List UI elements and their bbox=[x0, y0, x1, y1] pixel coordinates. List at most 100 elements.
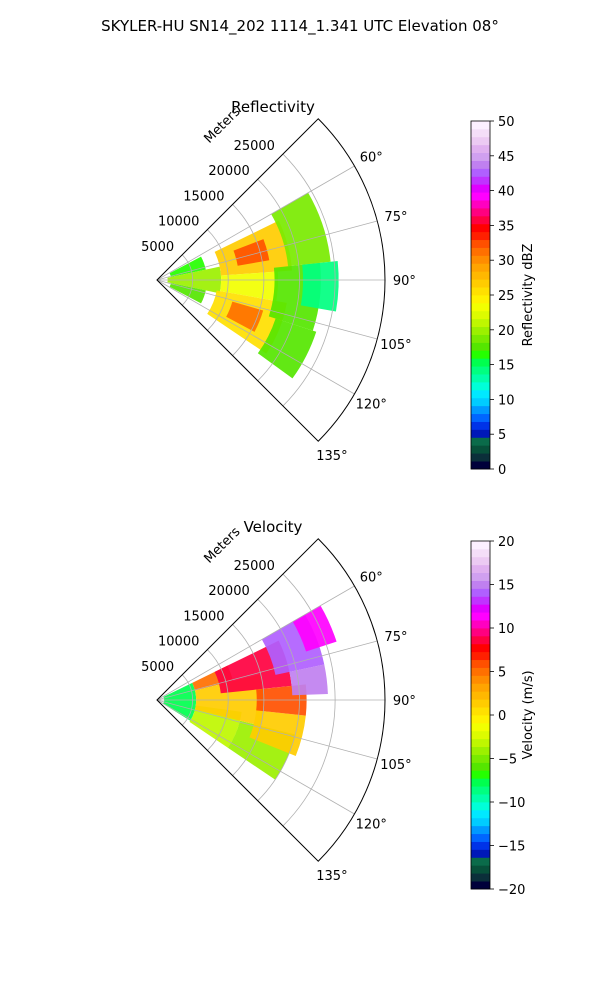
angle-tick-label-4: 120° bbox=[356, 818, 387, 833]
colorbar-segment-7 bbox=[471, 825, 490, 835]
data-sector-2 bbox=[169, 282, 206, 304]
angle-gridline-0 bbox=[156, 585, 355, 701]
colorbar-segment-21 bbox=[471, 295, 490, 304]
angle-tick-label-5: 135° bbox=[316, 449, 347, 464]
colorbar-segment-33 bbox=[471, 620, 490, 629]
colorbar-segment-5 bbox=[471, 421, 490, 430]
colorbar-segment-31 bbox=[471, 635, 490, 645]
colorbar-segment-11 bbox=[471, 794, 490, 803]
colorbar-segment-29 bbox=[471, 231, 490, 241]
colorbar-tick-label-0: −20 bbox=[498, 883, 525, 898]
colorbar-segment-40 bbox=[471, 564, 490, 574]
colorbar-tick-label-0: 0 bbox=[498, 463, 506, 478]
colorbar-segment-8 bbox=[471, 397, 490, 407]
colorbar-segment-38 bbox=[471, 580, 490, 589]
colorbar-tick-label-7: 35 bbox=[498, 219, 515, 234]
colorbar-segment-1 bbox=[471, 453, 490, 462]
colorbar-segment-32 bbox=[471, 208, 490, 217]
colorbar-segment-30 bbox=[471, 223, 490, 233]
colorbar-tick-label-5: 25 bbox=[498, 289, 515, 304]
colorbar-segment-4 bbox=[471, 849, 490, 858]
angle-tick-label-3: 105° bbox=[380, 758, 411, 773]
colorbar-segment-17 bbox=[471, 746, 490, 755]
colorbar-tick-label-2: 10 bbox=[498, 393, 515, 408]
colorbar-segment-37 bbox=[471, 168, 490, 177]
colorbar-segment-14 bbox=[471, 770, 490, 779]
colorbar-segment-6 bbox=[471, 833, 490, 842]
colorbar-segment-5 bbox=[471, 841, 490, 850]
colorbar-tick-label-8: 40 bbox=[498, 185, 515, 200]
data-layer bbox=[163, 605, 337, 780]
radial-tick-label-3: 20000 bbox=[208, 584, 249, 599]
colorbar-tick-label-10: 50 bbox=[498, 115, 515, 130]
colorbar-segment-22 bbox=[471, 287, 490, 296]
colorbar-segment-39 bbox=[471, 152, 490, 161]
radial-tick-label-0: 5000 bbox=[141, 240, 174, 255]
colorbar-segment-6 bbox=[471, 413, 490, 422]
colorbar-segment-26 bbox=[471, 675, 490, 684]
colorbar-segment-29 bbox=[471, 651, 490, 661]
colorbar-segment-8 bbox=[471, 817, 490, 827]
colorbar-segment-24 bbox=[471, 691, 490, 700]
colorbar-segment-11 bbox=[471, 374, 490, 383]
colorbar-segment-43 bbox=[471, 121, 490, 130]
colorbar-segment-18 bbox=[471, 738, 490, 748]
colorbar-segment-23 bbox=[471, 699, 490, 708]
colorbar-segment-40 bbox=[471, 144, 490, 154]
colorbar-segment-25 bbox=[471, 263, 490, 272]
colorbar-segment-36 bbox=[471, 176, 490, 185]
colorbar-tick-label-5: 5 bbox=[498, 666, 506, 681]
colorbar-tick-label-8: 20 bbox=[498, 535, 515, 550]
radial-tick-label-0: 5000 bbox=[141, 660, 174, 675]
data-sector-0 bbox=[169, 256, 206, 278]
colorbar-tick-label-2: −10 bbox=[498, 796, 525, 811]
colorbar-segment-23 bbox=[471, 279, 490, 288]
colorbar-segment-26 bbox=[471, 255, 490, 264]
colorbar-segment-35 bbox=[471, 184, 490, 193]
colorbar-segment-2 bbox=[471, 865, 490, 874]
velocity-panel: Velocity500010000150002000025000Meters60… bbox=[141, 518, 536, 898]
colorbar-segment-12 bbox=[471, 786, 490, 795]
colorbar-label: Velocity (m/s) bbox=[521, 670, 536, 759]
data-sector-5 bbox=[249, 710, 306, 757]
data-sector-11 bbox=[300, 261, 339, 312]
figure-suptitle: SKYLER-HU SN14_202 1114_1.341 UTC Elevat… bbox=[101, 17, 499, 36]
colorbar-tick-label-1: −15 bbox=[498, 840, 525, 855]
colorbar-segment-21 bbox=[471, 715, 490, 724]
colorbar-segment-7 bbox=[471, 405, 490, 415]
colorbar-tick-label-4: 0 bbox=[498, 709, 506, 724]
colorbar-segment-19 bbox=[471, 730, 490, 740]
colorbar-segment-25 bbox=[471, 683, 490, 692]
colorbar-tick-label-6: 10 bbox=[498, 622, 515, 637]
angle-gridline-3 bbox=[156, 279, 378, 340]
angle-tick-label-2: 90° bbox=[393, 694, 416, 709]
colorbar-tick-label-3: 15 bbox=[498, 359, 515, 374]
colorbar-segment-10 bbox=[471, 802, 490, 811]
colorbar-segment-32 bbox=[471, 628, 490, 637]
data-sector-10 bbox=[292, 605, 337, 652]
colorbar-tick-label-7: 15 bbox=[498, 579, 515, 594]
colorbar-segment-3 bbox=[471, 857, 490, 866]
colorbar-segment-34 bbox=[471, 192, 490, 201]
colorbar-segment-9 bbox=[471, 389, 490, 399]
colorbar-segment-13 bbox=[471, 358, 490, 367]
radial-tick-label-1: 10000 bbox=[158, 635, 199, 650]
radial-tick-label-4: 25000 bbox=[234, 139, 275, 154]
angle-tick-label-0: 60° bbox=[360, 150, 383, 165]
colorbar-segment-9 bbox=[471, 809, 490, 819]
colorbar-segment-1 bbox=[471, 873, 490, 882]
colorbar-segment-10 bbox=[471, 382, 490, 391]
colorbar-segment-39 bbox=[471, 572, 490, 581]
polar-frame bbox=[156, 118, 386, 442]
colorbar-segment-18 bbox=[471, 318, 490, 328]
colorbar-segment-42 bbox=[471, 128, 490, 138]
angle-tick-label-1: 75° bbox=[384, 630, 407, 645]
colorbar-segment-16 bbox=[471, 334, 490, 343]
colorbar-segment-27 bbox=[471, 667, 490, 676]
colorbar-segment-30 bbox=[471, 643, 490, 653]
colorbar: 0 5 10 15 20 25 30 35 40 45 50 Reflectivity dBZ bbox=[470, 115, 536, 478]
colorbar-segment-33 bbox=[471, 200, 490, 209]
colorbar-segment-24 bbox=[471, 271, 490, 280]
colorbar-segment-16 bbox=[471, 754, 490, 763]
